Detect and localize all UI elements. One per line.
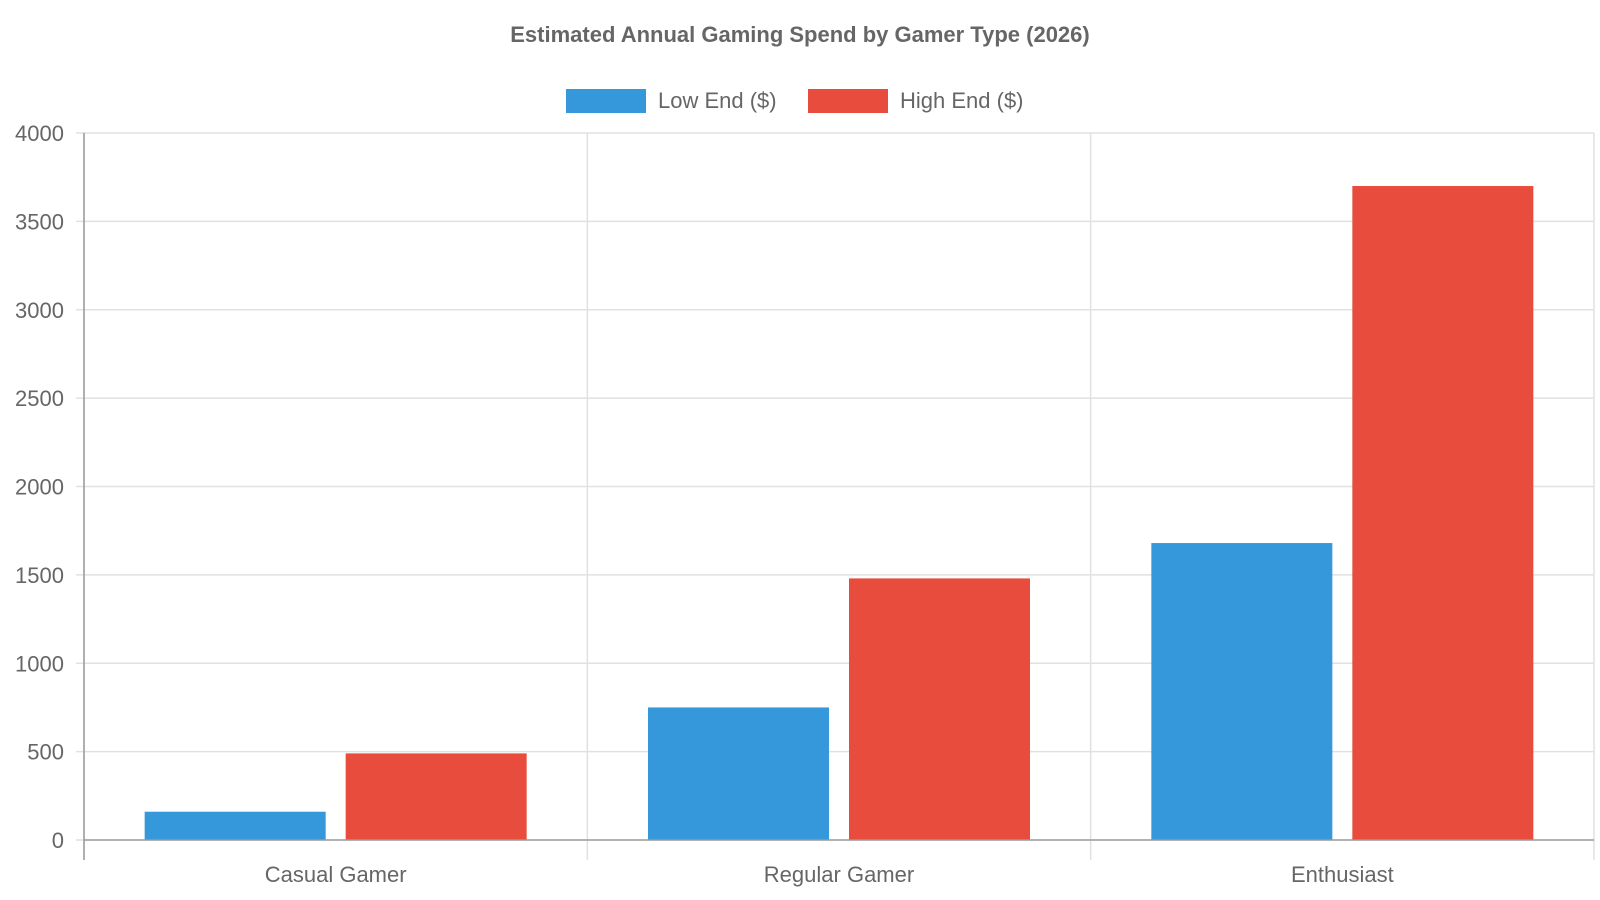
x-tick-label: Enthusiast [1291, 862, 1394, 887]
bar-enthusiast-low-end[interactable] [1151, 543, 1333, 840]
x-tick-label: Regular Gamer [764, 862, 914, 887]
legend: Low End ($) High End ($) [566, 88, 1024, 113]
legend-label-high-end: High End ($) [900, 88, 1024, 113]
bar-casual-gamer-low-end[interactable] [144, 811, 326, 840]
x-tick-label: Casual Gamer [265, 862, 407, 887]
bar-enthusiast-high-end[interactable] [1352, 186, 1534, 840]
bar-casual-gamer-high-end[interactable] [345, 753, 527, 840]
legend-swatch-high-end [808, 89, 888, 113]
grid [83, 132, 1595, 860]
y-tick-label: 2000 [15, 475, 64, 500]
y-tick-label: 3500 [15, 209, 64, 234]
y-tick-label: 2500 [15, 386, 64, 411]
legend-item-low-end[interactable]: Low End ($) [566, 88, 777, 113]
x-axis-ticks: Casual Gamer Regular Gamer Enthusiast [265, 862, 1394, 887]
y-tick-label: 3000 [15, 298, 64, 323]
y-tick-label: 0 [52, 828, 64, 853]
y-tick-label: 1500 [15, 563, 64, 588]
bars [144, 186, 1534, 840]
y-tick-label: 1000 [15, 651, 64, 676]
y-tick-label: 4000 [15, 121, 64, 146]
legend-swatch-low-end [566, 89, 646, 113]
axes [83, 133, 1594, 860]
bar-regular-gamer-low-end[interactable] [648, 707, 829, 840]
chart-title: Estimated Annual Gaming Spend by Gamer T… [510, 22, 1089, 47]
y-tick-label: 500 [27, 740, 64, 765]
bar-regular-gamer-high-end[interactable] [849, 578, 1030, 840]
y-axis-ticks: 0 500 1000 1500 2000 2500 3000 3500 4000 [15, 121, 84, 853]
legend-label-low-end: Low End ($) [658, 88, 777, 113]
legend-item-high-end[interactable]: High End ($) [808, 88, 1024, 113]
